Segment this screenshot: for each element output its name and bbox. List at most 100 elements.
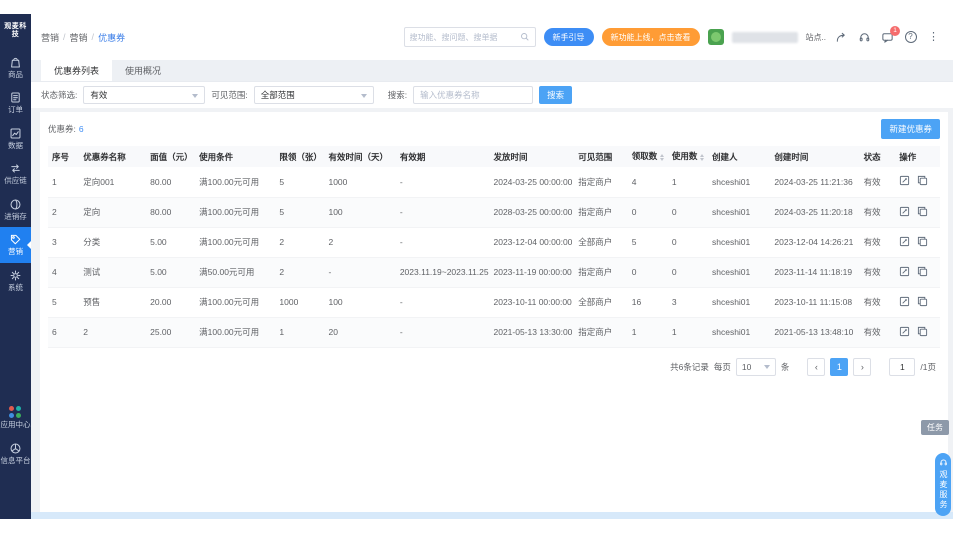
- more-button[interactable]: ⋮: [926, 30, 941, 45]
- copy-button[interactable]: [917, 265, 928, 280]
- page-number-button[interactable]: 1: [830, 357, 849, 376]
- page-jump-input[interactable]: [889, 357, 916, 376]
- table-cell: -: [395, 227, 490, 258]
- copy-button[interactable]: [917, 235, 928, 250]
- per-page-select[interactable]: 10: [735, 357, 776, 376]
- column-header[interactable]: 领取数: [627, 146, 668, 167]
- detail-button[interactable]: [899, 265, 910, 280]
- column-header: 面值（元）: [146, 146, 196, 167]
- sidebar-item-data[interactable]: 数据: [0, 121, 31, 157]
- copy-button[interactable]: [917, 325, 928, 340]
- copy-icon: [918, 296, 928, 306]
- per-page-unit: 条: [780, 361, 790, 372]
- bag-icon: [11, 57, 20, 68]
- order-icon: [11, 92, 20, 103]
- table-cell: 满100.00元可用: [195, 197, 276, 228]
- table-cell: 满100.00元可用: [195, 167, 276, 198]
- sidebar-item-system[interactable]: 系统: [0, 263, 31, 299]
- tab-usage-overview[interactable]: 使用概况: [125, 66, 162, 76]
- inventory-icon: [10, 199, 21, 210]
- user-suffix: 站点..: [805, 32, 826, 42]
- help-button[interactable]: ?: [903, 30, 918, 45]
- table-cell: 1: [275, 317, 325, 348]
- chevron-down-icon: [360, 93, 367, 101]
- column-header: 创建人: [707, 146, 771, 167]
- table-cell: 2028-03-25 00:00:00: [489, 197, 575, 228]
- table-cell: 2023-10-11 00:00:00: [489, 287, 575, 318]
- table-row: 2 定向 80.00 满100.00元可用 5 100-2028-03-25 00:00:…: [48, 197, 940, 228]
- scope-filter-select[interactable]: 全部范围: [253, 86, 374, 104]
- copy-button[interactable]: [917, 295, 928, 310]
- detail-button[interactable]: [899, 205, 910, 220]
- detail-button[interactable]: [899, 235, 910, 250]
- detail-button[interactable]: [899, 325, 910, 340]
- table-cell: -: [395, 317, 490, 348]
- create-coupon-button[interactable]: 新建优惠券: [881, 119, 940, 139]
- table-head: 序号 优惠券名称 面值（元） 使用条件 限领（张） 有效时间（天） 有效期 发放时间 可见范围领…: [48, 146, 940, 167]
- sort-icon[interactable]: [660, 152, 665, 163]
- chevron-down-icon: [192, 93, 199, 101]
- coupon-name-input[interactable]: [413, 86, 534, 104]
- detail-button[interactable]: [899, 174, 910, 189]
- table-cell: -: [395, 197, 490, 228]
- copy-button[interactable]: [917, 205, 928, 220]
- table-cell: 5.00: [146, 257, 196, 288]
- sidebar-item-label: 营销: [8, 247, 23, 257]
- table-cell: 0: [667, 257, 708, 288]
- next-page-button[interactable]: ›: [853, 357, 872, 376]
- table-cell: shceshi01: [707, 257, 771, 288]
- status-filter-select[interactable]: 有效: [83, 86, 206, 104]
- sidebar-item-marketing[interactable]: 营销: [0, 227, 31, 263]
- table-cell: 80.00: [146, 197, 196, 228]
- service-float-button[interactable]: 观麦服务: [935, 453, 951, 516]
- table-cell: 4: [627, 167, 668, 198]
- sidebar-item-inventory[interactable]: 进销存: [0, 192, 31, 228]
- column-header: 状态: [859, 146, 896, 167]
- promo-button[interactable]: 新功能上线，点击查看: [601, 28, 700, 46]
- redacted-username: [731, 31, 798, 43]
- messages-button[interactable]: 1: [880, 25, 900, 45]
- sidebar-item-orders[interactable]: 订单: [0, 85, 31, 121]
- detail-button[interactable]: [899, 295, 910, 310]
- breadcrumb-item[interactable]: 营销: [69, 32, 88, 43]
- service-button-label: 观麦服务: [939, 470, 948, 510]
- table-cell: 4: [48, 257, 80, 288]
- table-cell: 2024-03-25 11:21:36: [770, 167, 860, 198]
- task-float-button[interactable]: 任务: [921, 420, 949, 435]
- table-cell: 指定商户: [574, 167, 628, 198]
- avatar[interactable]: [707, 29, 724, 45]
- global-search[interactable]: [403, 27, 536, 47]
- table-cell: 2: [48, 197, 80, 228]
- total-pages-text: /1页: [920, 361, 936, 372]
- brand-logo: 观麦科技: [4, 23, 27, 39]
- sort-icon[interactable]: [700, 152, 705, 163]
- copy-button[interactable]: [917, 174, 928, 189]
- table-cell: 1: [667, 167, 708, 198]
- table-cell: shceshi01: [707, 287, 771, 318]
- table-cell: shceshi01: [707, 167, 771, 198]
- guide-button[interactable]: 新手引导: [543, 28, 594, 46]
- table-cell: 2: [275, 227, 325, 258]
- switch-site-button[interactable]: [834, 30, 849, 45]
- detail-icon: [900, 176, 910, 186]
- tab-coupon-list[interactable]: 优惠券列表: [41, 60, 113, 81]
- sidebar-item-info-platform[interactable]: 信息平台: [0, 436, 31, 472]
- prev-page-button[interactable]: ‹: [807, 357, 826, 376]
- table-body: 1 定向001 80.00 满100.00元可用 5 1000-2024-03-25 00…: [48, 167, 940, 348]
- table-cell: 3: [48, 227, 80, 258]
- customer-service-button[interactable]: [857, 30, 872, 45]
- main-area: 营销 / 营销 / 优惠券 新手引导 新功能上线，点击查看 站点..: [31, 14, 953, 519]
- search-button[interactable]: 搜索: [539, 86, 573, 104]
- breadcrumb-item[interactable]: 营销: [41, 32, 60, 43]
- table-cell: 2024-03-25 00:00:00: [489, 167, 575, 198]
- sidebar-item-goods[interactable]: 商品: [0, 50, 31, 86]
- sidebar-item-supply-chain[interactable]: 供应链: [0, 156, 31, 192]
- chevron-down-icon: [763, 365, 770, 372]
- sidebar-item-app-center[interactable]: 应用中心: [0, 400, 31, 436]
- table-cell: 满100.00元可用: [195, 227, 276, 258]
- column-header[interactable]: 使用数: [667, 146, 708, 167]
- table-cell: 2023-11-14 11:18:19: [770, 257, 860, 288]
- table-cell: 有效: [859, 317, 896, 348]
- global-search-input[interactable]: [409, 32, 520, 42]
